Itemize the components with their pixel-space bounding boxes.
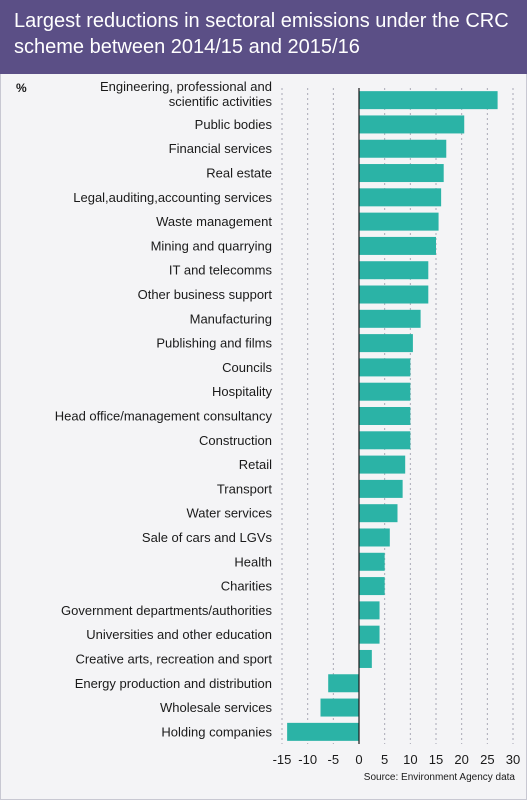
- x-tick-label: 30: [506, 752, 520, 767]
- bar: [359, 309, 421, 328]
- category-label: Construction: [199, 433, 272, 448]
- x-tick-label: -5: [328, 752, 340, 767]
- grid-lines: [281, 88, 514, 744]
- x-tick-label: -10: [298, 752, 317, 767]
- category-label: Real estate: [206, 166, 272, 181]
- bar: [359, 504, 398, 523]
- category-label: Transport: [217, 481, 273, 496]
- bar-chart: % Engineering, professional andscientifi…: [16, 79, 521, 783]
- category-label: Public bodies: [195, 117, 273, 132]
- bar: [359, 334, 413, 353]
- chart-title: Largest reductions in sectoral emissions…: [14, 10, 509, 58]
- category-label: Universities and other education: [86, 627, 272, 642]
- bar: [320, 698, 359, 717]
- category-label: Waste management: [156, 214, 272, 229]
- category-label: Health: [234, 554, 272, 569]
- category-labels: Engineering, professional andscientific …: [55, 79, 273, 739]
- bar: [359, 115, 465, 134]
- bar: [359, 188, 442, 207]
- category-label: Sale of cars and LGVs: [142, 530, 273, 545]
- category-label: Publishing and films: [156, 336, 272, 351]
- title-bar: Largest reductions in sectoral emissions…: [0, 0, 527, 74]
- bar: [359, 382, 411, 401]
- source-note: Source: Environment Agency data: [364, 772, 516, 783]
- category-label: Wholesale services: [160, 700, 272, 715]
- x-tick-label: 15: [429, 752, 443, 767]
- x-tick-label: 20: [454, 752, 468, 767]
- bar: [359, 212, 439, 231]
- bar: [359, 528, 390, 547]
- category-label: Creative arts, recreation and sport: [75, 651, 272, 666]
- category-label: Engineering, professional and: [100, 79, 272, 94]
- bar: [359, 236, 436, 255]
- category-label: Head office/management consultancy: [55, 409, 273, 424]
- bar: [359, 139, 447, 158]
- bar: [359, 91, 498, 110]
- x-tick-label: 25: [480, 752, 494, 767]
- category-label: Water services: [187, 506, 273, 521]
- bar: [359, 649, 372, 668]
- bar: [328, 674, 359, 693]
- bar: [359, 261, 429, 280]
- x-tick-label: 0: [355, 752, 362, 767]
- bar: [359, 577, 385, 596]
- bar: [359, 407, 411, 425]
- bar: [359, 431, 411, 450]
- category-label: Hospitality: [212, 384, 272, 399]
- category-label: Mining and quarrying: [151, 238, 272, 253]
- category-label: Legal,auditing,accounting services: [73, 190, 272, 205]
- x-tick-label: -15: [273, 752, 292, 767]
- bar: [359, 552, 385, 571]
- bar: [359, 601, 380, 620]
- bar: [287, 722, 359, 741]
- category-label: Retail: [239, 457, 272, 472]
- category-label: Councils: [222, 360, 272, 375]
- x-tick-labels: -15 -10 -5 0 5 10 15 20 25 30: [273, 752, 521, 767]
- category-label: scientific activities: [169, 94, 273, 109]
- category-label: Government departments/authorities: [61, 603, 272, 618]
- bar: [359, 358, 411, 377]
- bars: [287, 91, 498, 741]
- bar: [359, 479, 403, 498]
- category-label: IT and telecomms: [169, 263, 273, 278]
- category-label: Financial services: [169, 141, 273, 156]
- x-tick-label: 5: [381, 752, 388, 767]
- category-label: Holding companies: [161, 724, 272, 739]
- category-label: Energy production and distribution: [75, 676, 272, 691]
- category-label: Charities: [221, 579, 273, 594]
- category-label: Manufacturing: [190, 311, 272, 326]
- category-label: Other business support: [138, 287, 273, 302]
- x-tick-label: 10: [403, 752, 417, 767]
- bar: [359, 455, 406, 474]
- unit-label: %: [16, 81, 27, 95]
- bar: [359, 285, 429, 304]
- bar: [359, 164, 444, 183]
- bar: [359, 625, 380, 644]
